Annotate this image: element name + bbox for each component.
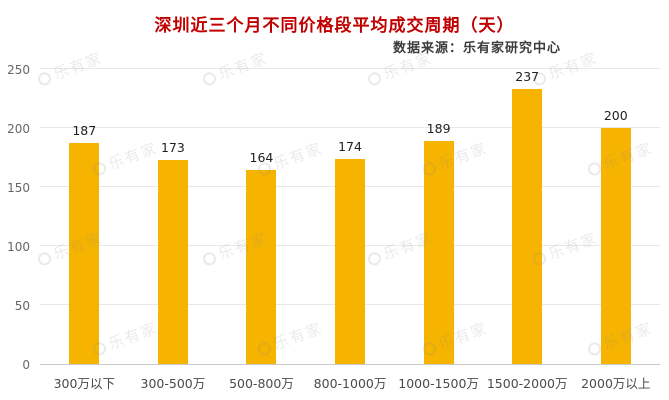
x-category-label: 2000万以上 [581,376,651,391]
bar-slot: 187 [40,70,129,364]
x-category-label: 800-1000万 [313,376,387,391]
y-tick-label: 150 [7,181,30,195]
y-tick-label: 0 [22,358,30,372]
bar-slot: 200 [571,70,660,364]
x-category-label: 500-800万 [229,376,294,391]
y-tick-label: 250 [7,63,30,77]
x-axis: 300万以下 300-500万 500-800万 800-1000万 1000-1500… [40,373,660,392]
bar-value-label: 164 [249,150,274,166]
x-category-label: 1000-1500万 [398,376,479,391]
plot-area: 187 173 164 174 189 237 200 [40,68,660,365]
bar [600,128,631,364]
chart-title: 深圳近三个月不同价格段平均成交周期（天） [154,16,515,36]
x-category-label: 300万以下 [53,376,115,391]
bar-value-label: 173 [160,139,185,155]
y-tick-label: 100 [7,240,30,254]
bar-value-label: 174 [338,138,362,154]
bar-value-label: 187 [72,123,97,139]
gridline [40,68,660,69]
bar-value-label: 200 [603,108,628,123]
bar [335,158,366,364]
bar-slot: 174 [306,70,395,364]
data-source-label: 数据来源：乐有家研究中心 [392,41,561,56]
bar [512,89,543,364]
bar-slot: 189 [394,70,483,364]
bar [69,143,100,364]
x-category-label: 1500-2000万 [486,376,568,391]
bar [157,159,188,364]
bar-value-label: 237 [515,69,540,84]
y-axis: 0 50 100 150 200 250 [0,63,32,372]
bar-value-label: 189 [426,120,451,136]
bar [246,170,277,364]
x-category-label: 300-500万 [140,376,206,391]
y-tick-label: 50 [14,299,30,313]
bar [423,140,454,364]
bar-slot: 173 [129,70,218,364]
y-tick-label: 200 [7,122,30,136]
bar-slot: 237 [483,70,572,364]
bar-slot: 164 [217,70,306,364]
